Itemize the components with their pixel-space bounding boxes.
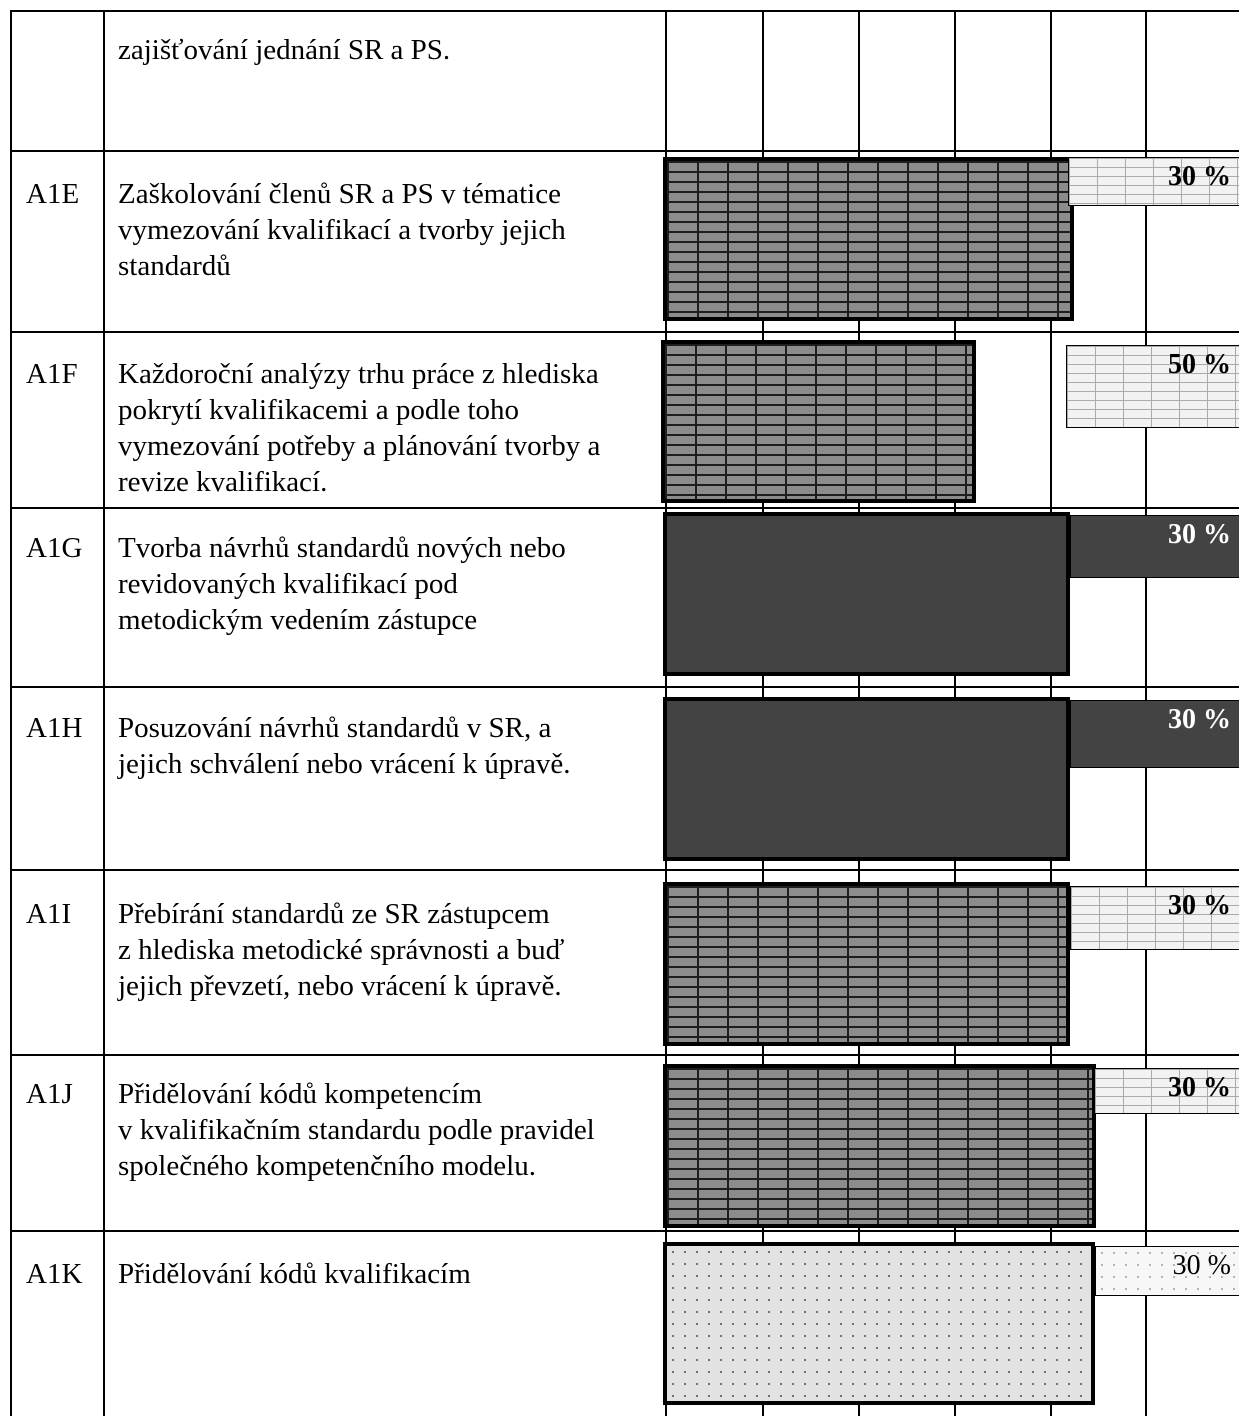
percent-label: 30 % xyxy=(1168,161,1231,192)
activity-description: Posuzování návrhů standardů v SR, a jeji… xyxy=(118,712,571,780)
secondary-bar: 30 % xyxy=(1070,886,1239,950)
percent-label: 30 % xyxy=(1168,890,1231,921)
activity-code: A1J xyxy=(26,1078,73,1110)
activity-description: Každoroční analýzy trhu práce z hlediska… xyxy=(118,358,601,498)
primary-bar xyxy=(663,1064,1096,1228)
secondary-bar: 30 % xyxy=(1068,157,1239,206)
row-divider xyxy=(10,331,1239,333)
primary-bar xyxy=(663,882,1070,1046)
secondary-bar: 30 % xyxy=(1094,1068,1239,1114)
activity-code: A1G xyxy=(26,532,83,564)
activity-code: A1K xyxy=(26,1258,83,1290)
percent-label: 30 % xyxy=(1168,519,1231,550)
activity-code: A1F xyxy=(26,358,78,390)
column-divider xyxy=(10,10,12,1416)
secondary-bar: 30 % xyxy=(1095,1246,1239,1296)
secondary-bar: 50 % xyxy=(1066,345,1239,428)
activity-description: zajišťování jednání SR a PS. xyxy=(118,34,451,66)
primary-bar xyxy=(663,697,1070,861)
percent-label: 30 % xyxy=(1172,1250,1231,1281)
percent-label: 50 % xyxy=(1168,349,1231,380)
row-divider xyxy=(10,10,1239,12)
activity-code: A1I xyxy=(26,898,72,930)
percent-label: 30 % xyxy=(1168,1072,1231,1103)
percent-label: 30 % xyxy=(1168,704,1231,735)
row-divider xyxy=(10,686,1239,688)
activity-description: Přidělování kódů kompetencím v kvalifika… xyxy=(118,1078,595,1182)
activity-description: Tvorba návrhů standardů nových nebo revi… xyxy=(118,532,566,636)
primary-bar xyxy=(663,1242,1095,1405)
row-divider xyxy=(10,1054,1239,1056)
secondary-bar: 30 % xyxy=(1070,700,1239,768)
activity-code: A1H xyxy=(26,712,83,744)
primary-bar xyxy=(663,512,1070,676)
secondary-bar: 30 % xyxy=(1070,515,1239,578)
column-divider xyxy=(103,10,105,1416)
activity-description: Přebírání standardů ze SR zástupcem z hl… xyxy=(118,898,565,1002)
row-divider xyxy=(10,507,1239,509)
row-divider xyxy=(10,1230,1239,1232)
row-divider xyxy=(10,150,1239,152)
activity-description: Přidělování kódů kvalifikacím xyxy=(118,1258,471,1290)
activity-description: Zaškolování členů SR a PS v tématice vym… xyxy=(118,178,566,282)
row-divider xyxy=(10,869,1239,871)
activity-code: A1E xyxy=(26,178,80,210)
primary-bar xyxy=(663,157,1074,321)
primary-bar xyxy=(661,340,976,503)
